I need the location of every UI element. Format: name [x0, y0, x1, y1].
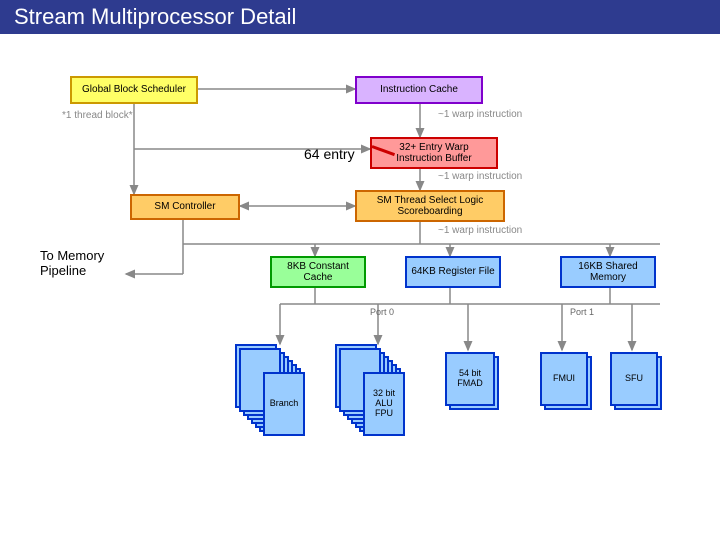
block-ccache: 8KB Constant Cache	[270, 256, 366, 288]
label-warp2: ~1 warp instruction	[438, 171, 522, 182]
label-port1: Port 1	[570, 307, 594, 317]
block-smctrl: SM Controller	[130, 194, 240, 220]
label-port0: Port 0	[370, 307, 394, 317]
stack-fmad-label: 54 bitFMAD	[445, 352, 495, 406]
label-warp3: ~1 warp instruction	[438, 225, 522, 236]
page-title: Stream Multiprocessor Detail	[14, 4, 296, 29]
diagram-area: Global Block Scheduler Instruction Cache 3…	[0, 34, 720, 540]
stack-alu-label: 32 bitALUFPU	[363, 372, 405, 436]
block-icache: Instruction Cache	[355, 76, 483, 104]
block-scoreboard: SM Thread Select Logic Scoreboarding	[355, 190, 505, 222]
stack-sfu-label: SFU	[610, 352, 658, 406]
block-regfile: 64KB Register File	[405, 256, 501, 288]
block-gbs: Global Block Scheduler	[70, 76, 198, 104]
label-threadblock: *1 thread block*	[62, 110, 133, 121]
title-bar: Stream Multiprocessor Detail	[0, 0, 720, 34]
label-warp1: ~1 warp instruction	[438, 109, 522, 120]
annotation-64entry: 64 entry	[304, 146, 355, 162]
stack-fmul-label: FMUI	[540, 352, 588, 406]
to-memory-label: To MemoryPipeline	[40, 248, 104, 278]
stack-branch-label: Branch	[263, 372, 305, 436]
block-shmem: 16KB Shared Memory	[560, 256, 656, 288]
